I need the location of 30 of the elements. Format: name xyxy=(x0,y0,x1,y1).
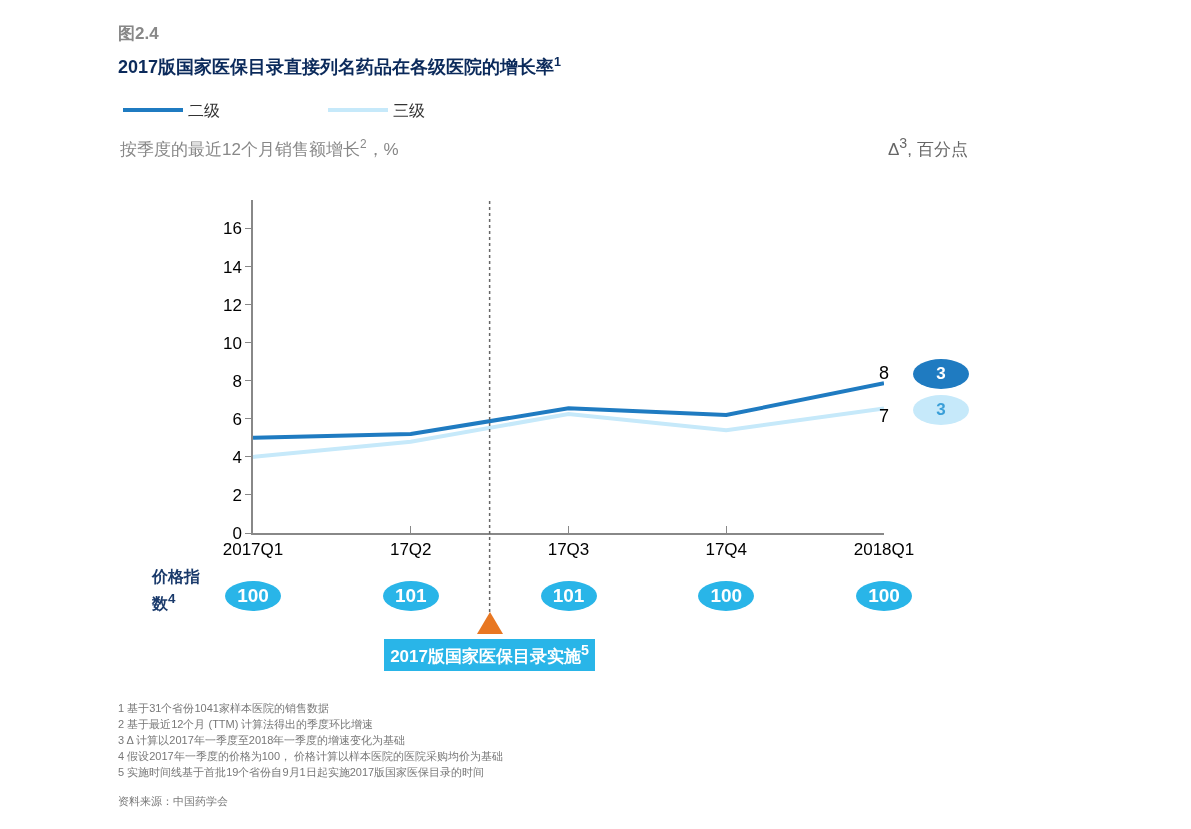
legend-label: 三级 xyxy=(393,102,425,120)
y-tick-label: 16 xyxy=(222,219,242,239)
text: 3 Δ 计算以2017年一季度至2018年一季度的增速变化为基础 xyxy=(118,732,406,748)
text: 2 基于最近12个月 (TTM) 计算法得出的季度环比增速 xyxy=(118,716,374,732)
y-tick-label: 12 xyxy=(222,295,242,315)
data-label: 7 xyxy=(878,405,890,426)
caption: 图2.4 xyxy=(118,23,159,43)
y-tick-label: 4 xyxy=(232,447,242,467)
y-tick-label: 8 xyxy=(232,371,242,391)
data-label: 8 xyxy=(878,362,890,383)
y-tick-label: 6 xyxy=(232,409,242,429)
x-tick-label: 17Q4 xyxy=(705,540,748,560)
y-tick-label: 14 xyxy=(222,257,242,277)
text: 价格指数$^{4}$ xyxy=(152,567,200,612)
chart-subtitle: 按季度的最近12个月销售额增长$^{2}$，% xyxy=(120,137,399,160)
x-tick-label: 2017Q1 xyxy=(222,540,284,560)
y-tick-label: 0 xyxy=(232,523,242,543)
chart-title: 2017版国家医保目录直接列名药品在各级医院的增长率$^{1}$ xyxy=(118,54,562,78)
text: 资料来源：中国药学会 xyxy=(118,793,228,809)
text: 5 实施时间线基于首批19个省份自9月1日起实施2017版国家医保目录的时间 xyxy=(118,764,485,780)
text: 4 假设2017年一季度的价格为100， 价格计算以样本医院的医院采购均价为基础 xyxy=(118,748,504,764)
y-tick-label: 10 xyxy=(222,333,242,353)
x-tick-label: 17Q2 xyxy=(389,540,432,560)
x-tick-label: 17Q3 xyxy=(547,540,590,560)
y-tick-label: 2 xyxy=(232,485,242,505)
text: 2017版国家医保目录实施$^{5}$ xyxy=(390,642,589,666)
legend-label: 二级 xyxy=(188,102,220,120)
text: 1 基于31个省份1041家样本医院的销售数据 xyxy=(118,700,329,716)
x-tick-label: 2018Q1 xyxy=(853,540,915,560)
text: Δ$^{3}$, 百分点 xyxy=(888,135,968,161)
